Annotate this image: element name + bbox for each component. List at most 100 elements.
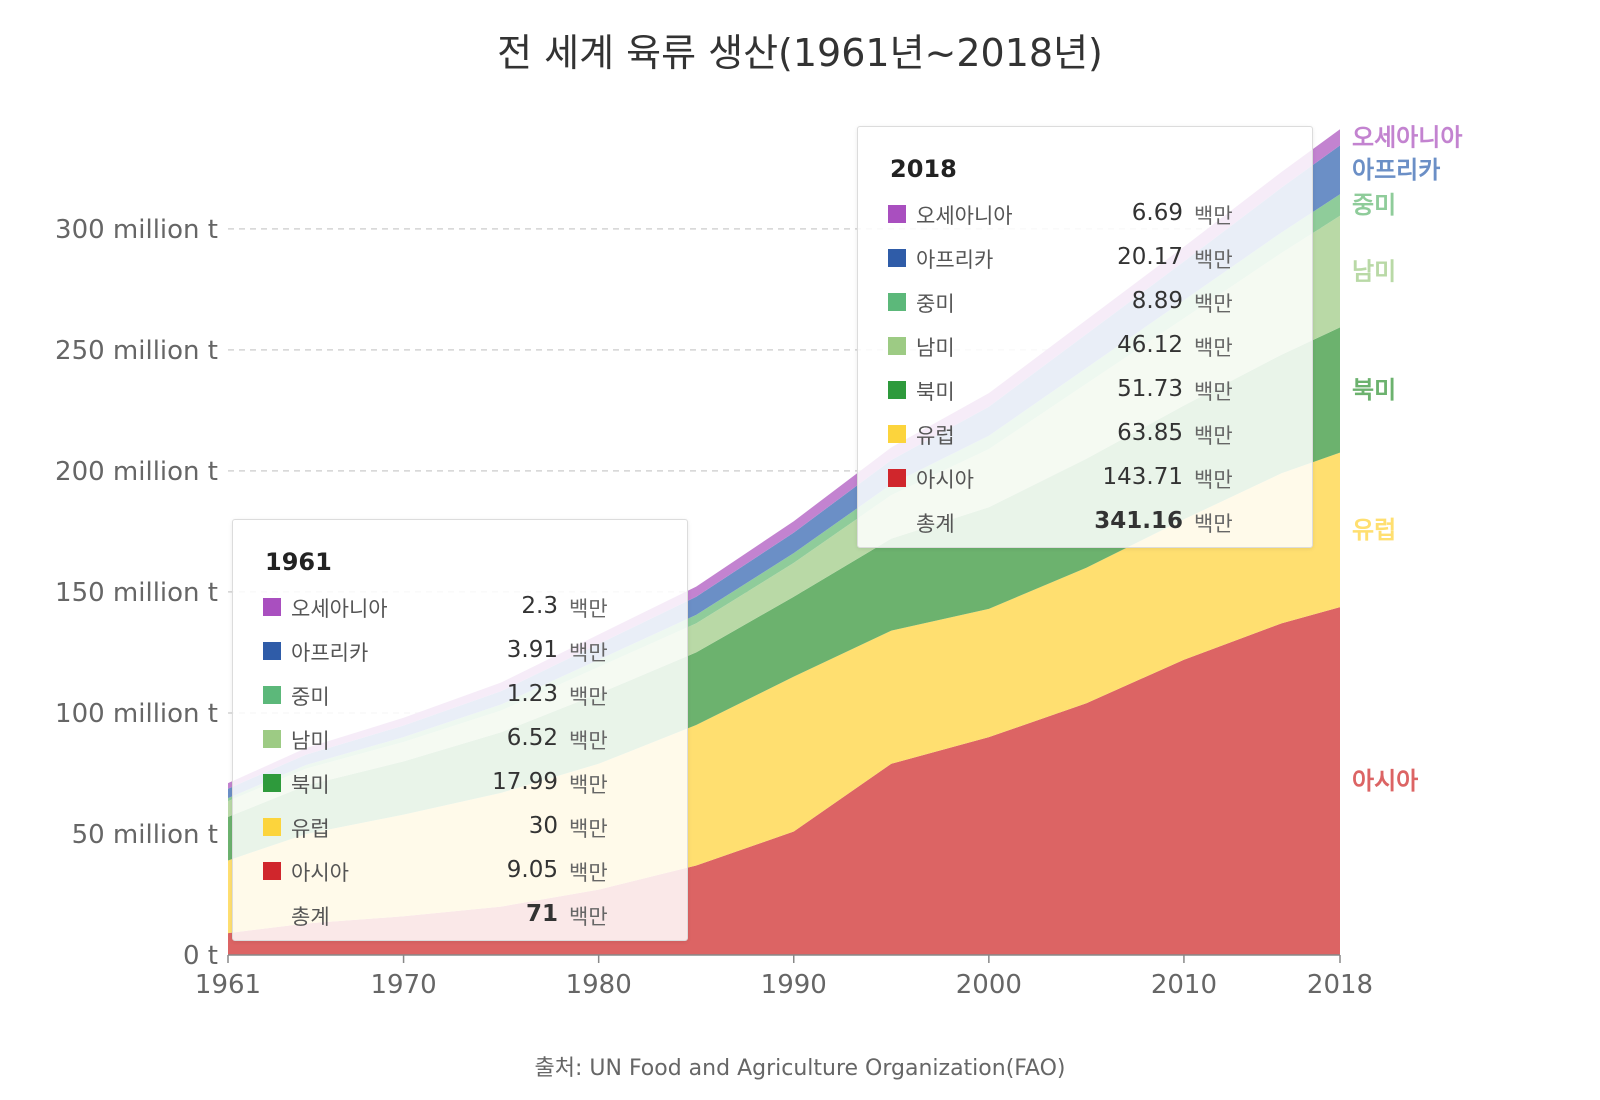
x-tick-label: 2018	[1307, 970, 1373, 1000]
legend-swatch	[263, 774, 281, 792]
tooltip-row-unit: 백만	[1194, 512, 1233, 536]
tooltip-row-name: 아프리카	[916, 248, 994, 272]
y-tick-label: 250 million t	[55, 336, 218, 366]
legend-swatch	[263, 818, 281, 836]
legend-swatch	[263, 642, 281, 660]
tooltip-row-value: 30	[528, 813, 558, 839]
axis-layer: 0 t 50 million t 100 million t 150 million …	[55, 215, 1373, 1000]
legend-swatch	[888, 293, 906, 311]
x-tick-label: 1970	[370, 970, 436, 1000]
tooltip-row-name: 총계	[916, 512, 955, 536]
series-end-label: 남미	[1352, 258, 1396, 286]
tooltip-row-unit: 백만	[1194, 468, 1233, 492]
y-tick-label: 50 million t	[72, 820, 218, 850]
tooltip-row-value: 46.12	[1117, 332, 1183, 358]
y-tick-label: 0 t	[183, 941, 218, 971]
series-end-label: 유럽	[1352, 516, 1396, 544]
tooltip-row-unit: 백만	[1194, 204, 1233, 228]
tooltip-row-name: 유럽	[916, 424, 955, 448]
tooltip-row-unit: 백만	[569, 641, 608, 665]
tooltip-row: 아시아 9.05 백만	[233, 857, 687, 891]
tooltip-row-name: 북미	[291, 773, 330, 797]
tooltip-row: 아프리카 20.17 백만	[858, 244, 1312, 278]
tooltip-row-unit: 백만	[1194, 292, 1233, 316]
tooltip-row: 남미 46.12 백만	[858, 332, 1312, 366]
source-note: 출처: UN Food and Agriculture Organization…	[535, 1056, 1066, 1081]
area-series-0	[228, 607, 1340, 955]
tooltip-row-value: 6.52	[506, 725, 558, 751]
tooltip-row: 중미 8.89 백만	[858, 288, 1312, 322]
legend-swatch	[888, 205, 906, 223]
tooltip-row-value: 17.99	[492, 769, 558, 795]
tooltip-row-name: 총계	[291, 905, 330, 929]
tooltip-row-value: 63.85	[1117, 420, 1183, 446]
legend-swatch	[263, 730, 281, 748]
tooltip-row-unit: 백만	[569, 905, 608, 929]
x-tick-label: 1980	[566, 970, 632, 1000]
tooltip-year: 1961	[265, 548, 332, 576]
tooltip-row-name: 유럽	[291, 817, 330, 841]
tooltip-row-name: 북미	[916, 380, 955, 404]
tooltip-row: 중미 1.23 백만	[233, 681, 687, 715]
series-end-label: 아프리카	[1352, 156, 1440, 184]
x-tick-label: 1961	[195, 970, 261, 1000]
x-tick-label: 2000	[956, 970, 1022, 1000]
legend-swatch	[263, 686, 281, 704]
tooltip-row-name: 아시아	[916, 468, 974, 492]
tooltip-row: 남미 6.52 백만	[233, 725, 687, 759]
tooltip-row-unit: 백만	[569, 597, 608, 621]
tooltip-row-name: 남미	[916, 336, 955, 360]
tooltip-2018: 2018 오세아니아 6.69 백만 아프리카 20.17 백만 중미 8.89 백만 남미 46.…	[857, 126, 1313, 548]
tooltip-row: 아시아 143.71 백만	[858, 464, 1312, 498]
series-end-label: 아시아	[1352, 767, 1418, 795]
tooltip-row-value: 8.89	[1131, 288, 1183, 314]
tooltip-row-value: 1.23	[506, 681, 558, 707]
tooltip-row-value: 71	[525, 901, 558, 927]
legend-swatch	[888, 381, 906, 399]
tooltip-row-unit: 백만	[569, 817, 608, 841]
tooltip-row-unit: 백만	[1194, 424, 1233, 448]
tooltip-row-name: 중미	[916, 292, 955, 316]
series-end-label: 북미	[1352, 376, 1396, 404]
legend-swatch	[263, 598, 281, 616]
tooltip-row: 북미 51.73 백만	[858, 376, 1312, 410]
x-tick-label: 2010	[1151, 970, 1217, 1000]
legend-swatch	[888, 469, 906, 487]
tooltip-row-name: 남미	[291, 729, 330, 753]
tooltip-row-name: 오세아니아	[291, 597, 388, 621]
tooltip-row: 오세아니아 2.3 백만	[233, 593, 687, 627]
tooltip-row-value: 143.71	[1102, 464, 1183, 490]
tooltip-row-value: 51.73	[1117, 376, 1183, 402]
tooltip-row: 유럽 63.85 백만	[858, 420, 1312, 454]
tooltip-row-name: 오세아니아	[916, 204, 1013, 228]
legend-swatch	[263, 862, 281, 880]
tooltip-row-unit: 백만	[569, 773, 608, 797]
tooltip-row-unit: 백만	[569, 729, 608, 753]
tooltip-row: 오세아니아 6.69 백만	[858, 200, 1312, 234]
tooltip-1961: 1961 오세아니아 2.3 백만 아프리카 3.91 백만 중미 1.23 백만 남미 6.52 백…	[232, 519, 688, 941]
tooltip-row: 북미 17.99 백만	[233, 769, 687, 803]
y-tick-label: 150 million t	[55, 578, 218, 608]
tooltip-row-name: 중미	[291, 685, 330, 709]
tooltip-row-value: 2.3	[521, 593, 558, 619]
legend-swatch	[888, 425, 906, 443]
tooltip-row-value: 9.05	[506, 857, 558, 883]
legend-swatch	[888, 337, 906, 355]
tooltip-row-value: 341.16	[1094, 508, 1183, 534]
tooltip-row-value: 6.69	[1131, 200, 1183, 226]
y-tick-label: 300 million t	[55, 215, 218, 245]
tooltip-row-unit: 백만	[569, 861, 608, 885]
y-tick-label: 100 million t	[55, 699, 218, 729]
tooltip-year: 2018	[890, 155, 957, 183]
y-tick-label: 200 million t	[55, 457, 218, 487]
series-end-label: 오세아니아	[1352, 123, 1462, 151]
tooltip-row-unit: 백만	[1194, 380, 1233, 404]
legend-swatch	[888, 249, 906, 267]
chart-title: 전 세계 육류 생산(1961년~2018년)	[497, 31, 1103, 75]
tooltip-row-unit: 백만	[569, 685, 608, 709]
x-tick-label: 1990	[761, 970, 827, 1000]
tooltip-row-name: 아프리카	[291, 641, 369, 665]
tooltip-row-name: 아시아	[291, 861, 349, 885]
tooltip-total-row: 총계 341.16 백만	[858, 508, 1312, 542]
